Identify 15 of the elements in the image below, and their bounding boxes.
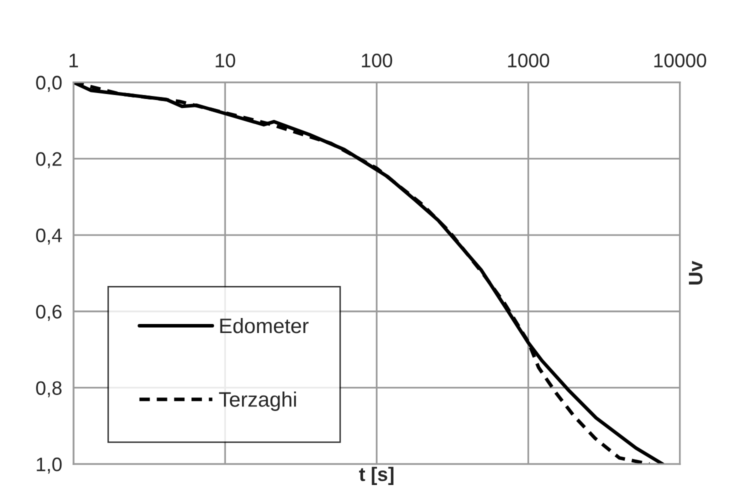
- legend-label: Edometer: [220, 318, 309, 334]
- y-tick-label: 0,4: [36, 228, 62, 245]
- x-tick-label: 100: [362, 54, 392, 68]
- x-tick-label: 1000: [508, 54, 550, 68]
- x-tick-label: 10000: [654, 54, 706, 68]
- x-axis-title: t [s]: [359, 466, 394, 485]
- y-tick-label: 0,6: [36, 304, 62, 321]
- y-tick-label: 0,0: [36, 76, 62, 92]
- x-tick-label: 10: [216, 54, 236, 68]
- y-tick-label: 1,0: [36, 458, 62, 474]
- y-tick-label: 0,8: [36, 381, 62, 398]
- legend-label: Terzaghi: [219, 392, 296, 411]
- y-axis-title: Uv: [688, 260, 702, 284]
- y-tick-label: 0,2: [36, 152, 62, 168]
- x-tick-label: 1: [70, 54, 78, 68]
